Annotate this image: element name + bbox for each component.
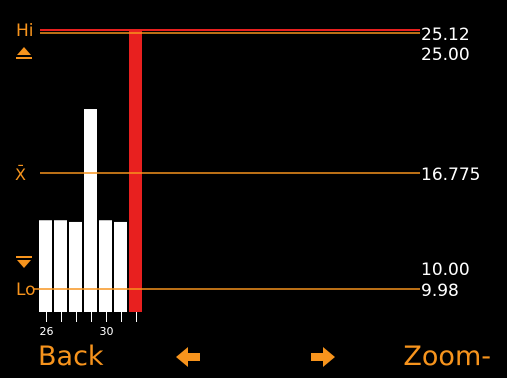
lower-tolerance-value: 10.00 <box>421 260 470 280</box>
histogram-bar <box>69 221 82 312</box>
previous-button[interactable] <box>176 336 206 378</box>
histogram-bar <box>114 221 127 312</box>
back-button[interactable]: Back <box>38 341 104 372</box>
axis-tick-label: 26 <box>40 325 54 336</box>
histogram-bar <box>99 220 112 312</box>
histogram-bar <box>84 109 97 312</box>
arrow-right-icon <box>311 347 335 367</box>
current-value-bar <box>129 30 142 312</box>
lower-tolerance-icon <box>16 256 32 268</box>
hi-value: 25.12 <box>421 25 470 45</box>
arrow-left-icon <box>176 347 200 367</box>
upper-tolerance-value: 25.00 <box>421 45 470 65</box>
softkey-bar: Back Zoom- <box>0 336 507 378</box>
hi-label: Hi <box>16 21 34 41</box>
next-button[interactable] <box>311 336 341 378</box>
lo-label: Lo <box>16 280 36 300</box>
histogram-bar <box>39 220 52 312</box>
histogram-bar <box>54 220 67 312</box>
mean-label: X̄ <box>15 165 26 184</box>
mean-value: 16.775 <box>421 165 480 185</box>
lo-value: 9.98 <box>421 281 459 301</box>
zoom-out-button[interactable]: Zoom- <box>403 341 491 372</box>
axis-tick-label: 30 <box>100 325 114 336</box>
histogram-chart: 26 30 Hi X̄ Lo 25.12 25.00 16.775 10.00 9… <box>15 21 480 336</box>
upper-tolerance-icon <box>16 47 32 59</box>
